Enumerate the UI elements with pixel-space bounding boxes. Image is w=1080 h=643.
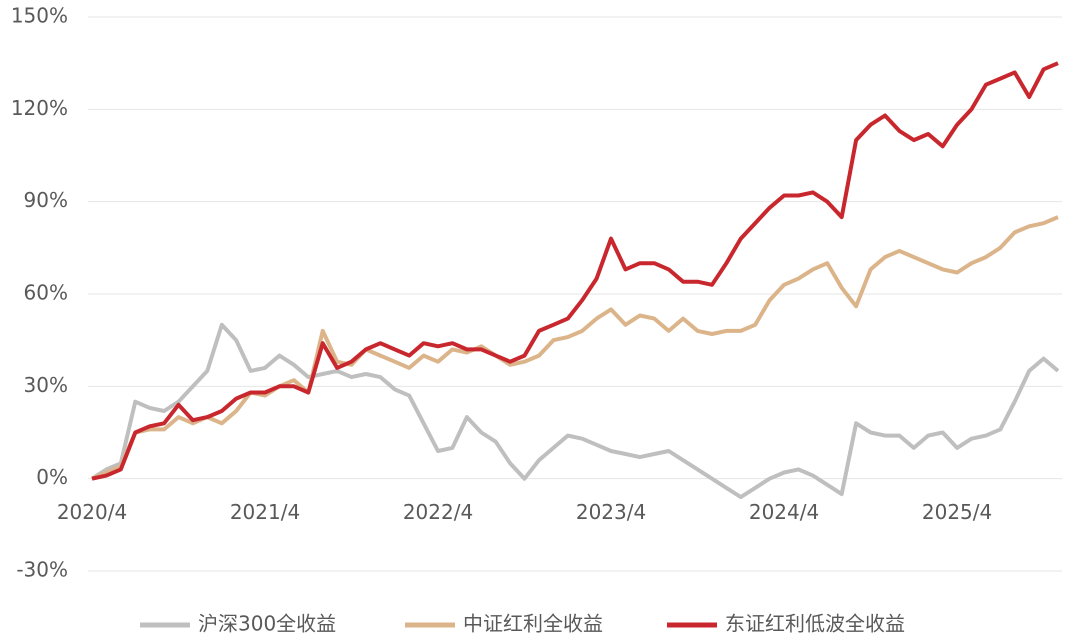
x-tick-label: 2022/4 xyxy=(403,500,473,524)
series-line xyxy=(91,215,1059,481)
legend-label: 沪深300全收益 xyxy=(198,612,336,636)
series-line xyxy=(91,61,1059,481)
x-tick-label: 2024/4 xyxy=(749,500,819,524)
x-tick-label: 2023/4 xyxy=(576,500,646,524)
y-tick-label: 120% xyxy=(11,96,68,120)
y-tick-label: 60% xyxy=(24,281,68,305)
x-tick-label: 2021/4 xyxy=(230,500,300,524)
series-line xyxy=(90,322,1060,500)
y-tick-label: -30% xyxy=(16,558,68,582)
legend-label: 中证红利全收益 xyxy=(463,612,603,636)
y-tick-label: 30% xyxy=(24,373,68,397)
x-tick-label: 2025/4 xyxy=(922,500,992,524)
y-tick-label: 0% xyxy=(36,465,68,489)
x-tick-label: 2020/4 xyxy=(57,500,127,524)
y-tick-label: 90% xyxy=(24,188,68,212)
y-tick-label: 150% xyxy=(11,4,68,28)
legend-label: 东证红利低波全收益 xyxy=(725,612,905,636)
